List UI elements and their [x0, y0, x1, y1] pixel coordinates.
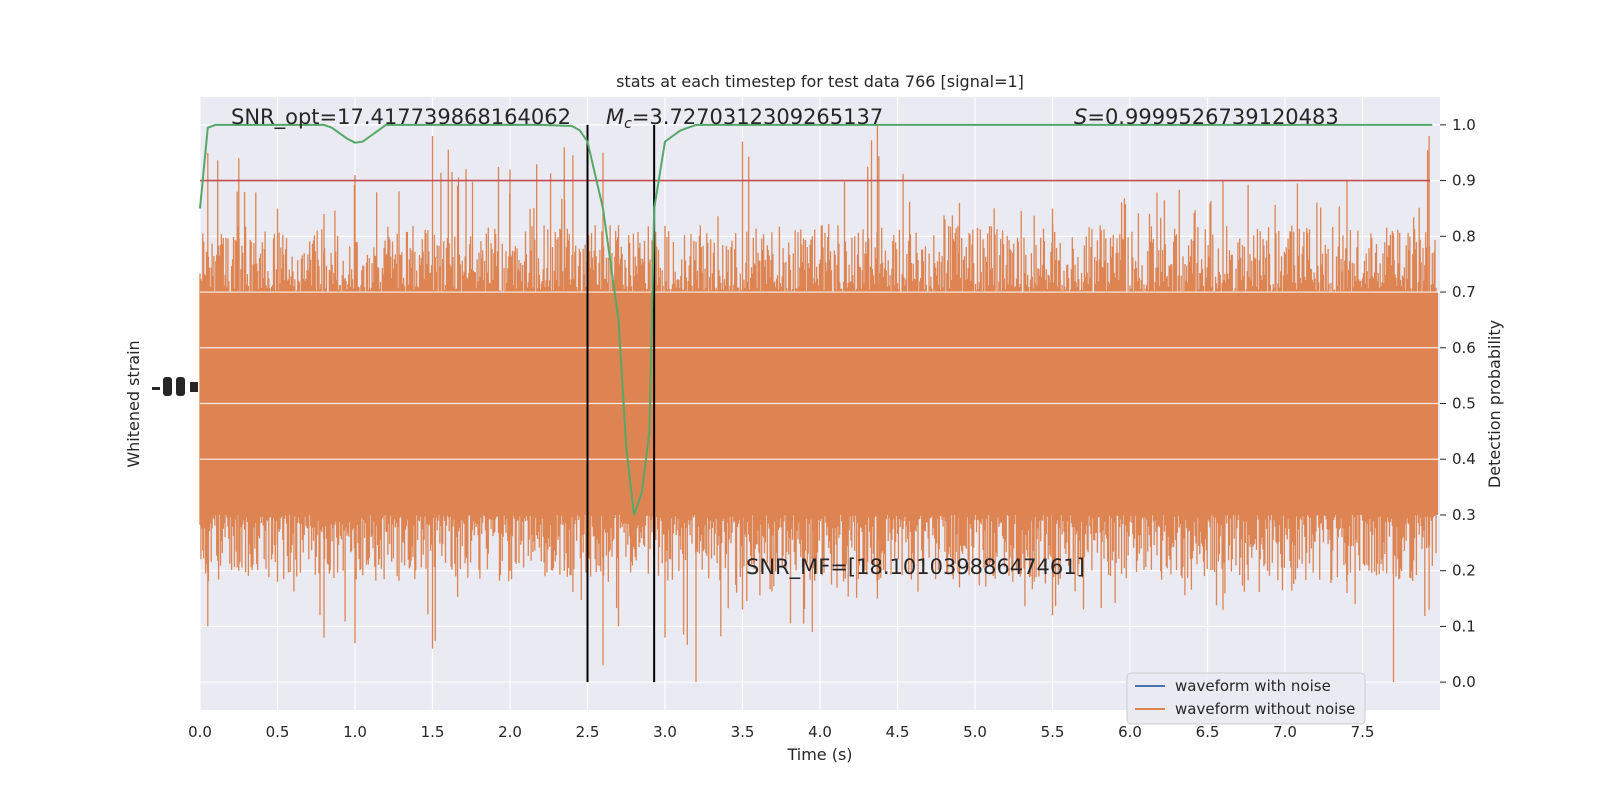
x-tick-label: 7.5 — [1351, 723, 1375, 741]
x-tick-label: 6.0 — [1118, 723, 1142, 741]
left-axis-ticks-glyph — [152, 377, 198, 396]
y-tick-label: 0.5 — [1452, 395, 1476, 413]
legend: waveform with noise waveform without noi… — [1126, 672, 1366, 725]
x-tick-label: 4.5 — [886, 723, 910, 741]
y-tick-label: 0.8 — [1452, 227, 1476, 245]
y-ticks-right: 0.0 0.1 0.2 0.3 0.4 0.5 0.6 0.7 0.8 0.9 1.0 — [1440, 116, 1476, 691]
mc-subscript: c — [624, 116, 632, 132]
y-tick-label: 0.1 — [1452, 617, 1476, 635]
x-tick-label: 5.0 — [963, 723, 987, 741]
mc-symbol: M — [606, 105, 624, 129]
legend-box — [1126, 672, 1366, 725]
y-tick-label: 0.2 — [1452, 562, 1476, 580]
x-tick-label: 4.0 — [808, 723, 832, 741]
y-tick-label: 0.4 — [1452, 450, 1476, 468]
x-tick-label: 3.5 — [731, 723, 755, 741]
x-tick-label: 1.0 — [343, 723, 367, 741]
x-tick-label: 7.0 — [1273, 723, 1297, 741]
waveform-noise-path — [199, 124, 1437, 683]
legend-label-without-noise: waveform without noise — [1175, 700, 1355, 718]
x-axis-title: Time (s) — [786, 745, 852, 764]
y-axis-title-right: Detection probability — [1485, 320, 1504, 488]
x-ticks: 0.0 0.5 1.0 1.5 2.0 2.5 3.0 3.5 4.0 4.5 5.0 5.5 6.0 6… — [188, 723, 1374, 741]
detection-probability-line — [199, 123, 1433, 516]
y-tick-label: 1.0 — [1452, 116, 1476, 134]
y-tick-label: 0.3 — [1452, 506, 1476, 524]
x-tick-label: 3.0 — [653, 723, 677, 741]
annotation-s: S=0.9999526739120483 — [1074, 105, 1339, 129]
y-tick-label: 0.7 — [1452, 283, 1476, 301]
x-tick-label: 1.5 — [421, 723, 445, 741]
y-axis-title-left: Whitened strain — [124, 340, 143, 467]
y-tick-label: 0.9 — [1452, 172, 1476, 190]
x-tick-label: 2.0 — [498, 723, 522, 741]
chart-title: stats at each timestep for test data 766… — [616, 72, 1024, 91]
s-symbol: S — [1074, 105, 1087, 129]
annotation-snr-opt: SNR_opt=17.417739868164062 — [231, 105, 571, 130]
x-tick-label: 5.5 — [1041, 723, 1065, 741]
x-tick-label: 6.5 — [1196, 723, 1220, 741]
s-value: =0.9999526739120483 — [1087, 105, 1338, 129]
annotation-snr-mf: SNR_MF=[18.10103988647461] — [746, 555, 1085, 580]
legend-label-with-noise: waveform with noise — [1175, 677, 1331, 695]
annotation-chirp-mass: Mc=3.7270312309265137 — [606, 105, 883, 132]
y-tick-label: 0.0 — [1452, 673, 1476, 691]
mc-value: =3.7270312309265137 — [632, 105, 883, 129]
x-tick-label: 0.0 — [188, 723, 212, 741]
y-tick-label: 0.6 — [1452, 339, 1476, 357]
x-tick-label: 0.5 — [266, 723, 290, 741]
overlays — [199, 123, 1440, 683]
x-tick-label: 2.5 — [576, 723, 600, 741]
